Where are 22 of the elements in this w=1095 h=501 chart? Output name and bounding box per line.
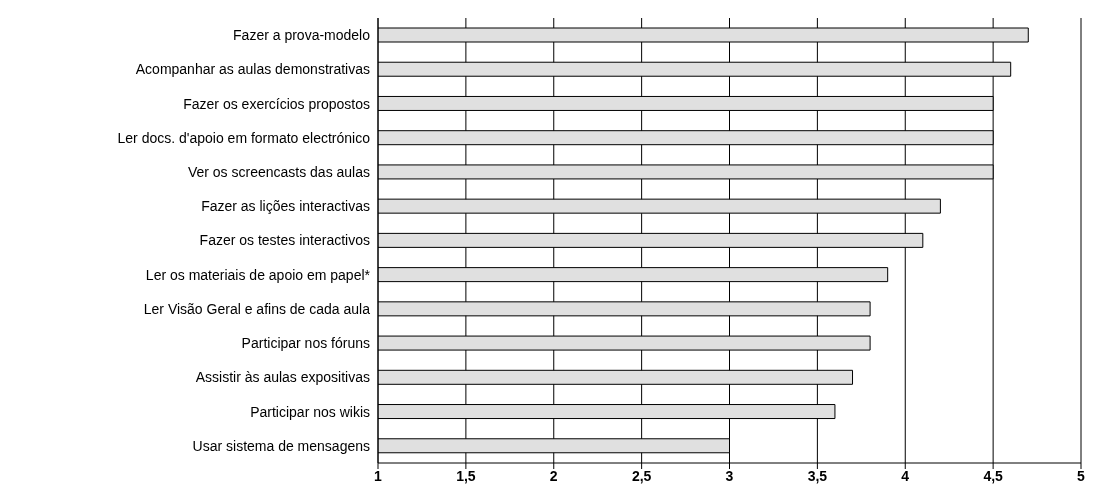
x-tick-label: 4 [901,467,910,484]
y-tick-label: Ver os screencasts das aulas [187,164,370,181]
x-tick-label: 5 [1077,467,1086,484]
y-tick-label: Ler os materiais de apoio em papel* [145,266,371,283]
y-tick-label: Ler docs. d'apoio em formato electrónico [117,129,371,146]
y-tick-label: Usar sistema de mensagens [192,437,370,454]
x-tick-label: 3 [725,467,734,484]
x-tick-label: 3,5 [807,467,828,484]
y-tick-label: Fazer as lições interactivas [201,198,370,215]
y-tick-label: Ler Visão Geral e afins de cada aula [143,300,371,317]
x-tick-label: 2,5 [631,467,652,484]
x-tick-label: 1,5 [456,467,476,484]
y-tick-label: Assistir às aulas expositivas [195,369,370,386]
y-tick-label: Participar nos wikis [250,403,370,420]
y-tick-label: Fazer os exercícios propostos [183,95,370,112]
y-tick-label: Fazer a prova-modelo [233,27,371,44]
y-tick-label: Participar nos fóruns [241,335,370,352]
x-tick-label: 1 [374,467,383,484]
y-tick-label: Acompanhar as aulas demonstrativas [135,61,370,78]
x-tick-label: 4,5 [983,467,1004,484]
y-tick-label: Fazer os testes interactivos [199,232,370,249]
x-tick-label: 2 [549,467,558,484]
